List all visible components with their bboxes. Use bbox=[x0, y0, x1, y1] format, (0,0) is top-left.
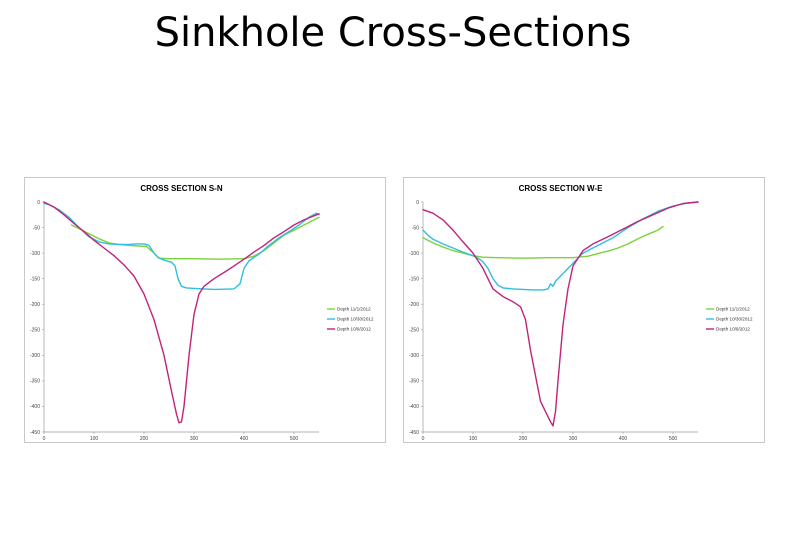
chart-sn-svg: CROSS SECTION S-N 0 -50 -100 -150 -200 -250 -30… bbox=[30, 184, 374, 442]
x-tick-label: 500 bbox=[669, 436, 678, 442]
y-tick-label: -100 bbox=[30, 251, 40, 257]
chart-cross-section-s-n: CROSS SECTION S-N 0 -50 -100 -150 -200 -250 -30… bbox=[24, 177, 386, 443]
x-tick-label: 300 bbox=[190, 436, 199, 442]
series-line-0 bbox=[422, 225, 664, 259]
series-line-1 bbox=[43, 202, 320, 291]
y-tick-label: -450 bbox=[30, 430, 40, 436]
x-tick-label: 500 bbox=[290, 436, 299, 442]
y-tick-label: -200 bbox=[30, 302, 40, 308]
y-tick-label: -350 bbox=[409, 379, 419, 385]
y-tick-label: -450 bbox=[409, 430, 419, 436]
chart-title: CROSS SECTION W-E bbox=[519, 184, 604, 193]
x-tick-label: 200 bbox=[140, 436, 149, 442]
y-tick-label: -400 bbox=[30, 404, 40, 410]
legend-label-1: Depth 10/30/2012 bbox=[337, 317, 374, 322]
x-tick-label: 400 bbox=[240, 436, 249, 442]
y-tick-label: -300 bbox=[409, 353, 419, 359]
y-tick-label: -200 bbox=[409, 302, 419, 308]
x-tick-label: 100 bbox=[90, 436, 99, 442]
x-tick-label: 0 bbox=[43, 436, 46, 442]
y-tick-label: 0 bbox=[416, 200, 419, 206]
x-tick-label: 300 bbox=[569, 436, 578, 442]
slide-title: Sinkhole Cross-Sections bbox=[154, 10, 632, 56]
y-tick-label: -50 bbox=[33, 225, 40, 231]
x-tick-label: 0 bbox=[422, 436, 425, 442]
legend-label-0: Depth 11/1/2012 bbox=[716, 307, 750, 312]
chart-cross-section-w-e: CROSS SECTION W-E 0 -50 -100 -150 -200 -250 -30… bbox=[403, 177, 765, 443]
series-line-2 bbox=[43, 201, 320, 424]
y-tick-label: -250 bbox=[30, 328, 40, 334]
legend-label-2: Depth 10/9/2012 bbox=[337, 327, 371, 332]
chart-title: CROSS SECTION S-N bbox=[140, 184, 222, 193]
y-tick-label: -350 bbox=[30, 379, 40, 385]
y-tick-label: -150 bbox=[409, 276, 419, 282]
chart-we-svg: CROSS SECTION W-E 0 -50 -100 -150 -200 -250 -30… bbox=[409, 184, 753, 442]
series-line-2 bbox=[422, 201, 699, 427]
legend-label-2: Depth 10/9/2012 bbox=[716, 327, 750, 332]
y-tick-label: 0 bbox=[37, 200, 40, 206]
y-tick-label: -50 bbox=[412, 225, 419, 231]
y-tick-label: -100 bbox=[409, 251, 419, 257]
y-tick-label: -250 bbox=[409, 328, 419, 334]
x-tick-label: 400 bbox=[619, 436, 628, 442]
legend-label-0: Depth 11/1/2012 bbox=[337, 307, 371, 312]
legend-label-1: Depth 10/30/2012 bbox=[716, 317, 753, 322]
series-line-0 bbox=[70, 216, 320, 260]
y-tick-label: -400 bbox=[409, 404, 419, 410]
x-tick-label: 100 bbox=[469, 436, 478, 442]
y-tick-label: -300 bbox=[30, 353, 40, 359]
y-tick-label: -150 bbox=[30, 276, 40, 282]
x-tick-label: 200 bbox=[519, 436, 528, 442]
series-line-1 bbox=[422, 201, 699, 291]
